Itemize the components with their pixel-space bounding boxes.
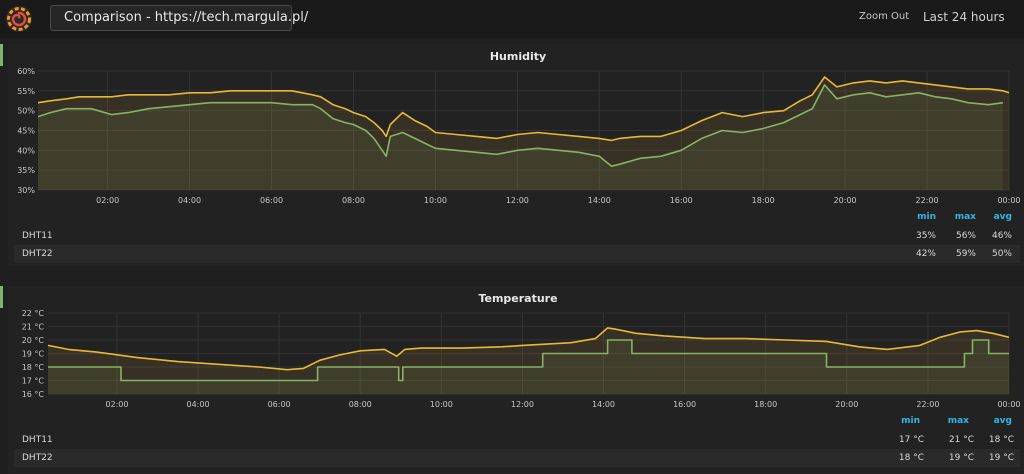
y-tick-label: 17 °C: [22, 377, 45, 386]
x-tick-label: 04:00: [178, 196, 201, 205]
zoom-out-button[interactable]: Zoom Out: [859, 11, 910, 22]
y-tick-label: 21 °C: [22, 323, 45, 332]
panel-title[interactable]: Humidity: [489, 50, 547, 63]
panel-accent-bar: [0, 44, 3, 66]
y-tick-label: 45%: [17, 127, 35, 136]
series-name[interactable]: DHT22: [22, 249, 53, 259]
stat-max: 59%: [955, 249, 976, 259]
stat-avg: 19 °C: [988, 453, 1014, 463]
stat-min: 35%: [915, 231, 936, 241]
series-name[interactable]: DHT11: [22, 231, 53, 241]
x-tick-label: 12:00: [511, 400, 534, 409]
stat-avg: 50%: [991, 249, 1012, 259]
stat-max: 21 °C: [948, 435, 974, 445]
series-line-dht22: [47, 327, 1010, 371]
x-tick-label: 20:00: [835, 400, 858, 409]
x-tick-label: 22:00: [916, 196, 939, 205]
grafana-logo-icon[interactable]: [4, 4, 34, 34]
series-line-dht11: [37, 84, 1004, 167]
y-tick-label: 50%: [17, 107, 35, 116]
stat-max: 56%: [955, 231, 976, 241]
y-tick-label: 30%: [17, 186, 35, 195]
x-tick-label: 10:00: [424, 196, 447, 205]
legend-header-avg[interactable]: avg: [993, 416, 1012, 426]
legend-header-min[interactable]: min: [917, 212, 936, 222]
x-tick-label: 00:00: [997, 400, 1020, 409]
x-tick-label: 02:00: [105, 400, 128, 409]
x-tick-label: 10:00: [430, 400, 453, 409]
y-tick-label: 22 °C: [22, 309, 45, 318]
y-tick-label: 55%: [17, 87, 35, 96]
series-line-dht22: [37, 76, 1010, 142]
x-tick-label: 14:00: [588, 196, 611, 205]
series-area-dht22: [38, 77, 1009, 190]
x-tick-label: 18:00: [754, 400, 777, 409]
series-area-dht22: [48, 327, 1009, 394]
y-tick-label: 20 °C: [22, 336, 45, 345]
series-line-dht11: [48, 339, 1009, 382]
series-name[interactable]: DHT11: [22, 435, 53, 445]
panel-title[interactable]: Temperature: [478, 292, 558, 305]
x-tick-label: 08:00: [349, 400, 372, 409]
legend-row[interactable]: DHT22 42% 59% 50%: [14, 245, 1020, 263]
stat-avg: 18 °C: [988, 435, 1014, 445]
x-tick-label: 16:00: [673, 400, 696, 409]
y-tick-label: 16 °C: [22, 390, 45, 399]
x-tick-label: 12:00: [506, 196, 529, 205]
stat-min: 18 °C: [898, 453, 924, 463]
stat-max: 19 °C: [948, 453, 974, 463]
stat-min: 42%: [915, 249, 936, 259]
legend-header-max[interactable]: max: [954, 212, 976, 222]
x-tick-label: 22:00: [916, 400, 939, 409]
time-range-picker[interactable]: Last 24 hours: [923, 10, 1005, 24]
x-tick-label: 18:00: [752, 196, 775, 205]
y-tick-label: 35%: [17, 166, 35, 175]
x-tick-label: 02:00: [96, 196, 119, 205]
temperature-chart[interactable]: 16 °C 17 °C 18 °C 19 °C 20 °C 21 °C 22 °C 02:00…: [8, 286, 1024, 420]
x-tick-label: 20:00: [834, 196, 857, 205]
y-tick-label: 60%: [17, 67, 35, 76]
panel-accent-bar: [0, 286, 3, 308]
temperature-panel: Temperature 16 °C 17 °C 18 °C 19 °C 20 °C 21 …: [8, 286, 1024, 474]
stat-avg: 46%: [991, 231, 1012, 241]
legend-row[interactable]: DHT11 17 °C 21 °C 18 °C: [14, 431, 1020, 449]
humidity-chart[interactable]: 30% 35% 40% 45% 50% 55% 60% 02:00 04:00 06:00 08:0…: [8, 44, 1024, 222]
dashboard-title-button[interactable]: Comparison - https://tech.margula.pl/: [50, 5, 308, 31]
legend-header-max[interactable]: max: [947, 416, 969, 426]
y-tick-label: 19 °C: [22, 350, 45, 359]
top-navbar: Comparison - https://tech.margula.pl/ Zo…: [0, 0, 1024, 38]
legend-row[interactable]: DHT22 18 °C 19 °C 19 °C: [14, 449, 1020, 467]
series-name[interactable]: DHT22: [22, 453, 53, 463]
x-tick-label: 04:00: [186, 400, 209, 409]
y-tick-label: 18 °C: [22, 363, 45, 372]
x-tick-label: 06:00: [268, 400, 291, 409]
legend-header-min[interactable]: min: [901, 416, 920, 426]
stat-min: 17 °C: [898, 435, 924, 445]
x-tick-label: 00:00: [997, 196, 1020, 205]
series-area-dht11: [38, 84, 1003, 190]
x-tick-label: 06:00: [260, 196, 283, 205]
legend-row[interactable]: DHT11 35% 56% 46%: [14, 227, 1020, 245]
x-tick-label: 14:00: [592, 400, 615, 409]
humidity-panel: Humidity 30% 35% 40% 45% 50% 55% 60% 02:00 04:00…: [8, 44, 1024, 266]
x-tick-label: 16:00: [670, 196, 693, 205]
legend-header-avg[interactable]: avg: [993, 212, 1012, 222]
y-tick-label: 40%: [17, 146, 35, 155]
x-tick-label: 08:00: [342, 196, 365, 205]
